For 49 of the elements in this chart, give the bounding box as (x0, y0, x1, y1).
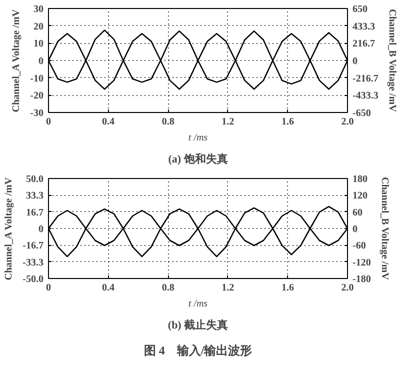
y2-axis-title: Channel_B Voltage /mV (386, 9, 398, 113)
y2-tick-label: 180 (352, 174, 368, 185)
x-axis-title: t /ms (188, 132, 208, 144)
y-tick-label: 0 (38, 56, 44, 67)
x-tick-label: 0.8 (162, 282, 174, 294)
y-tick-label: -50.0 (22, 274, 44, 285)
y2-tick-label: -433.3 (352, 90, 378, 102)
y-tick-label: 20 (34, 21, 44, 32)
y2-tick-label: 650 (352, 4, 368, 15)
y-axis-title: Channel_A Voltage /mV (4, 176, 15, 280)
caption: 图 4 输入/输出波形 (144, 344, 252, 358)
y-tick-label: -16.7 (22, 240, 44, 252)
x-tick-label: 1.2 (222, 282, 234, 294)
y-tick-label: -20 (30, 90, 44, 102)
y2-tick-label: -216.7 (352, 73, 378, 84)
y2-tick-label: -120 (352, 257, 371, 268)
y2-tick-label: 216.7 (352, 38, 375, 50)
x-tick-label: 0.4 (102, 282, 115, 294)
y-tick-label: 16.7 (26, 207, 44, 218)
y2-tick-label: 60 (352, 207, 362, 218)
x-tick-label: 0 (46, 282, 51, 294)
y2-tick-label: 0 (352, 56, 358, 67)
y2-axis-title: Channel_B Voltage /mV (378, 177, 390, 281)
x-tick-label: 1.6 (281, 282, 294, 294)
y-tick-label: 10 (34, 38, 44, 50)
y-tick-label: -30 (30, 108, 44, 119)
x-tick-label: 0.8 (162, 116, 174, 128)
y2-tick-label: -180 (352, 274, 371, 285)
x-axis-title: t /ms (188, 298, 208, 310)
y2-tick-label: -60 (352, 240, 366, 252)
y2-tick-label: 120 (352, 190, 368, 202)
y-tick-label: -33.3 (22, 257, 44, 268)
y2-tick-label: 433.3 (352, 21, 375, 32)
x-tick-label: 0.4 (102, 116, 115, 128)
x-tick-label: 0 (46, 116, 51, 128)
y2-tick-label: 0 (352, 224, 358, 235)
y-tick-label: 33.3 (26, 190, 44, 202)
text: (b) 截止失真 (168, 318, 228, 332)
y-tick-label: 50.0 (26, 174, 44, 185)
x-tick-label: 2.0 (341, 282, 354, 294)
x-tick-label: 1.2 (222, 116, 234, 128)
y-tick-label: 30 (34, 4, 44, 15)
x-tick-label: 2.0 (341, 116, 354, 128)
y-tick-label: 0 (38, 224, 44, 235)
x-tick-label: 1.6 (281, 116, 294, 128)
text: (a) 饱和失真 (168, 152, 228, 166)
y-axis-title: Channel_A Voltage /mV (11, 8, 22, 112)
y-tick-label: -10 (30, 73, 44, 84)
y2-tick-label: -650 (352, 108, 371, 119)
